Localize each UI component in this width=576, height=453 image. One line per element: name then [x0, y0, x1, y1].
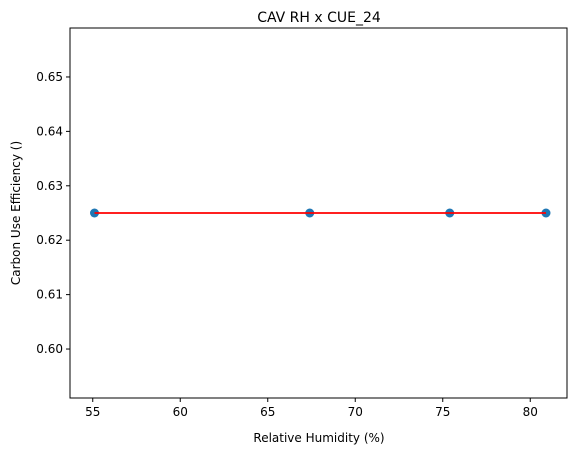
- chart-title: CAV RH x CUE_24: [257, 10, 381, 26]
- y-tick-label: 0.65: [36, 70, 63, 84]
- y-tick-label: 0.64: [36, 124, 63, 138]
- plot-frame: [69, 27, 568, 399]
- y-axis-label: Carbon Use Efficiency (): [9, 141, 23, 285]
- x-tick-label: 70: [348, 405, 363, 419]
- x-tick-label: 60: [173, 405, 188, 419]
- x-axis-label: Relative Humidity (%): [253, 431, 384, 445]
- x-axis: 55 60 65 70 75 80: [85, 398, 538, 419]
- y-tick-label: 0.62: [36, 233, 63, 247]
- x-tick-label: 65: [260, 405, 275, 419]
- x-tick-label: 55: [85, 405, 100, 419]
- y-tick-label: 0.61: [36, 288, 63, 302]
- x-tick-label: 75: [435, 405, 450, 419]
- x-tick-label: 80: [523, 405, 538, 419]
- plot-area: [90, 208, 551, 218]
- y-tick-label: 0.63: [36, 179, 63, 193]
- y-axis: 0.60 0.61 0.62 0.63 0.64 0.65: [36, 70, 70, 356]
- y-tick-label: 0.60: [36, 342, 63, 356]
